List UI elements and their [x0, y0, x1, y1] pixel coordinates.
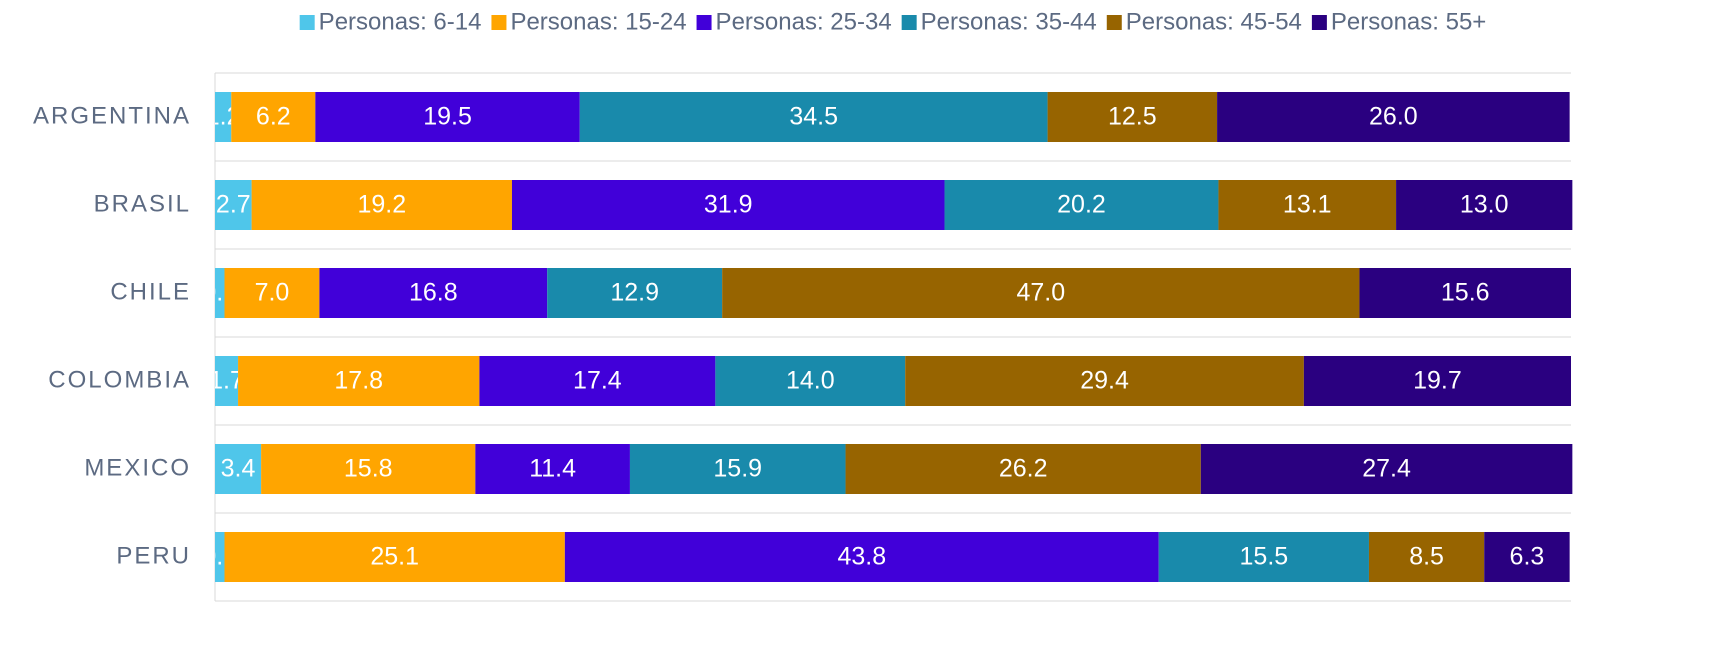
bar-segment [511, 180, 945, 230]
data-label: 7.0 [255, 279, 290, 307]
bar-segment [564, 532, 1159, 582]
data-label: 47.0 [1016, 279, 1065, 307]
bar-segment [1484, 532, 1570, 582]
data-label: 13.0 [1460, 191, 1509, 219]
data-label: 27.4 [1362, 455, 1411, 483]
data-label: 0.7 [202, 543, 237, 571]
data-label: 0.7 [202, 279, 237, 307]
bar-segment [1396, 180, 1573, 230]
data-label: 20.2 [1057, 191, 1106, 219]
data-label: 25.1 [370, 543, 419, 571]
data-label: 31.9 [704, 191, 753, 219]
bar-segment [1359, 268, 1571, 318]
bar-segment [715, 356, 906, 406]
data-label: 34.5 [789, 103, 838, 131]
data-label: 15.9 [713, 455, 762, 483]
legend-swatch [299, 15, 315, 30]
legend-swatch [901, 15, 917, 30]
bar-segment [224, 268, 320, 318]
legend-label: Personas: 25-34 [716, 8, 892, 35]
data-label: 2.7 [216, 191, 251, 219]
legend-label: Personas: 15-24 [510, 8, 686, 35]
bar-segment [215, 180, 252, 230]
data-label: 19.7 [1413, 367, 1462, 395]
bar-segment [215, 356, 239, 406]
data-label: 43.8 [837, 543, 886, 571]
legend: Personas: 6-14 Personas: 15-24 Personas: 2… [299, 8, 1486, 35]
data-label: 3.4 [221, 455, 256, 483]
bar-segment [238, 356, 480, 406]
data-label: 12.9 [610, 279, 659, 307]
data-label: 17.8 [334, 367, 383, 395]
bar-segment [629, 444, 846, 494]
data-label: 6.2 [256, 103, 291, 131]
bar-segment [944, 180, 1219, 230]
bar-segment [215, 532, 225, 582]
data-label: 17.4 [573, 367, 622, 395]
data-label: 13.1 [1283, 191, 1332, 219]
data-label: 6.3 [1510, 543, 1545, 571]
bar-segment [215, 444, 262, 494]
data-label: 19.5 [423, 103, 472, 131]
bar-segment [1158, 532, 1369, 582]
data-label: 26.0 [1369, 103, 1418, 131]
bar-segment [905, 356, 1304, 406]
bar-segment [319, 268, 548, 318]
legend-swatch [1311, 15, 1327, 30]
bar-segment [261, 444, 476, 494]
data-label: 29.4 [1080, 367, 1129, 395]
y-tick-label: COLOMBIA [48, 366, 191, 393]
data-label: 15.5 [1240, 543, 1289, 571]
bar-segment [231, 92, 316, 142]
data-label: 1.2 [206, 103, 241, 131]
legend-swatch [696, 15, 712, 30]
legend-label: Personas: 55+ [1331, 8, 1486, 35]
bar-segment [215, 92, 232, 142]
bar-segment [1303, 356, 1571, 406]
bar-segment [1047, 92, 1218, 142]
legend-label: Personas: 6-14 [319, 8, 482, 35]
data-label: 26.2 [999, 455, 1048, 483]
y-tick-label: CHILE [110, 278, 191, 305]
bar-segment [479, 356, 716, 406]
data-label: 8.5 [1409, 543, 1444, 571]
y-tick-label: ARGENTINA [33, 102, 191, 129]
bar-segment [1200, 444, 1573, 494]
bar-segment [215, 268, 225, 318]
bar-segment [224, 532, 565, 582]
y-tick-label: PERU [116, 542, 191, 569]
data-label: 11.4 [529, 455, 576, 483]
legend-swatch [1106, 15, 1122, 30]
data-label: 14.0 [786, 367, 835, 395]
bar-segment [1218, 180, 1397, 230]
legend-label: Personas: 45-54 [1126, 8, 1302, 35]
data-label: 19.2 [357, 191, 406, 219]
bar-segment [547, 268, 723, 318]
bar-segment [251, 180, 512, 230]
bar-segment [845, 444, 1201, 494]
data-label: 15.6 [1441, 279, 1490, 307]
legend-label: Personas: 35-44 [921, 8, 1097, 35]
bar-segment [1368, 532, 1485, 582]
data-label: 1.7 [209, 367, 244, 395]
bar-segment [475, 444, 630, 494]
y-tick-label: BRASIL [94, 190, 191, 217]
bar-segment [722, 268, 1360, 318]
y-tick-label: MEXICO [84, 454, 191, 481]
bar-segment [579, 92, 1048, 142]
data-label: 12.5 [1108, 103, 1157, 131]
bar-segment [315, 92, 580, 142]
legend-swatch [491, 15, 507, 30]
data-label: 15.8 [344, 455, 393, 483]
data-label: 16.8 [409, 279, 458, 307]
bar-segment [1217, 92, 1570, 142]
